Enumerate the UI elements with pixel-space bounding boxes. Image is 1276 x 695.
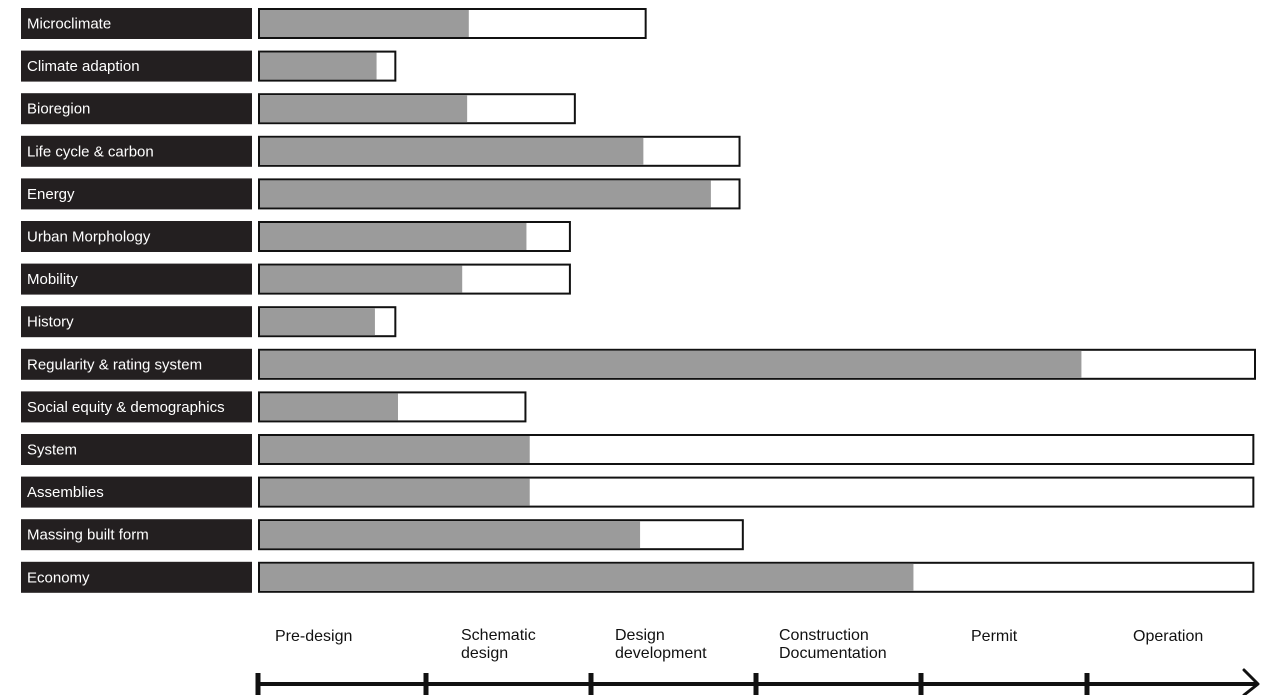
phase-axis bbox=[255, 668, 1260, 695]
category-label-bg bbox=[21, 135, 252, 167]
category-label-bg bbox=[21, 519, 252, 551]
bar-fill bbox=[260, 350, 1082, 378]
category-label-bg bbox=[21, 178, 252, 210]
phase-label: Permit bbox=[971, 628, 1018, 645]
category-label: Economy bbox=[27, 569, 90, 586]
category-label-bg bbox=[21, 434, 252, 465]
bar-fill bbox=[260, 180, 711, 208]
bar-fill bbox=[260, 308, 375, 336]
phase-label: Construction Documentation bbox=[779, 627, 887, 662]
category-label: Social equity & demographics bbox=[27, 399, 225, 416]
category-label: Massing built form bbox=[27, 527, 149, 544]
category-label: Microclimate bbox=[27, 16, 111, 33]
category-label-bg bbox=[21, 476, 252, 508]
category-label: Climate adaption bbox=[27, 58, 140, 75]
phase-label: Design development bbox=[615, 627, 707, 662]
category-label-bg bbox=[21, 263, 252, 295]
category-label: Assemblies bbox=[27, 484, 104, 501]
category-labels: Microclimate Climate adaption Bioregion Lif… bbox=[21, 8, 252, 593]
category-label-bg bbox=[21, 561, 252, 593]
phase-label: Pre-design bbox=[275, 628, 352, 645]
bars bbox=[258, 8, 1256, 593]
bar-fill bbox=[260, 10, 469, 37]
category-label: Mobility bbox=[27, 271, 78, 288]
arrow-right-icon bbox=[1242, 668, 1260, 695]
bar-fill bbox=[260, 521, 641, 549]
category-label-bg bbox=[21, 8, 252, 39]
bar-fill bbox=[260, 223, 527, 250]
bar-fill bbox=[260, 95, 468, 123]
category-label: Bioregion bbox=[27, 101, 90, 118]
category-label: Energy bbox=[27, 186, 75, 203]
bar-fill bbox=[260, 393, 398, 421]
category-label: History bbox=[27, 314, 74, 331]
category-label-bg bbox=[21, 93, 252, 125]
bar-fill bbox=[260, 478, 530, 506]
phase-label: Schematic design bbox=[461, 627, 536, 662]
category-label: Urban Morphology bbox=[27, 229, 151, 246]
category-label: Regularity & rating system bbox=[27, 356, 202, 373]
bar-fill bbox=[260, 52, 377, 80]
phase-labels: Pre-design Schematic design Design developme… bbox=[275, 627, 1203, 662]
phase-label: Operation bbox=[1133, 628, 1203, 645]
bar-fill bbox=[260, 436, 530, 463]
category-label: Life cycle & carbon bbox=[27, 143, 154, 160]
category-label-bg bbox=[21, 391, 252, 423]
category-label: System bbox=[27, 442, 77, 459]
category-label-bg bbox=[21, 50, 252, 82]
bar-fill bbox=[260, 265, 463, 293]
bar-fill bbox=[260, 563, 914, 591]
category-label-bg bbox=[21, 221, 252, 252]
bar-fill bbox=[260, 137, 644, 165]
category-label-bg bbox=[21, 348, 252, 380]
category-label-bg bbox=[21, 306, 252, 338]
